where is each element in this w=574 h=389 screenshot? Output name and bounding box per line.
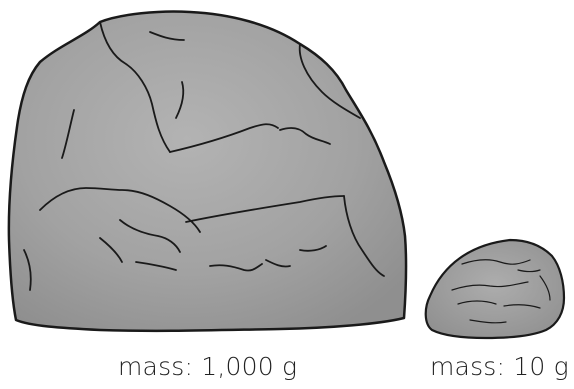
large-rock-cracks bbox=[23, 21, 385, 291]
small-rock-body bbox=[424, 238, 566, 340]
large-rock-mass-label: mass: 1,000 g bbox=[118, 352, 298, 381]
small-rock-mass-label: mass: 10 g bbox=[430, 352, 569, 381]
large-rock bbox=[7, 10, 408, 333]
small-rock bbox=[424, 238, 566, 340]
large-rock-body bbox=[7, 10, 408, 333]
small-rock-cracks bbox=[451, 259, 551, 324]
